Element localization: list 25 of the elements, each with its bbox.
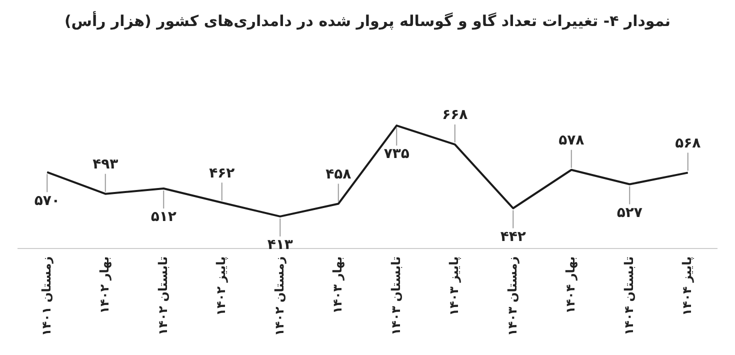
x-tick-label: پاییز ۱۴۰۴ [680, 256, 694, 316]
chart-title: نمودار ۴- تغییرات تعداد گاو و گوساله پروار شده در دامداری‌های کشور (هزار رأس) [63, 10, 672, 32]
x-tick-label: تابستان ۱۴۰۲ [156, 256, 170, 336]
data-label: ۵۱۲ [150, 209, 177, 226]
x-tick-label: زمستان ۱۴۰۳ [505, 256, 520, 336]
data-label: ۴۶۲ [209, 165, 236, 182]
data-label: ۵۷۰ [34, 192, 60, 209]
x-tick-label: بهار ۱۴۰۴ [564, 256, 578, 314]
data-label: ۷۳۵ [384, 146, 410, 162]
x-tick-label: پاییز ۱۴۰۲ [214, 256, 228, 316]
x-tick-label: زمستان ۱۴۰۲ [272, 256, 286, 336]
x-tick-label: بهار ۱۴۰۳ [330, 256, 344, 314]
x-tick-label: زمستان ۱۴۰۱ [39, 256, 54, 336]
data-label: ۵۲۷ [616, 204, 643, 221]
x-tick-label: تابستان ۱۴۰۴ [622, 256, 636, 336]
data-label: ۴۹۳ [92, 156, 119, 173]
data-label: ۴۱۳ [267, 237, 294, 254]
data-label: ۵۶۸ [675, 135, 702, 152]
data-label: ۴۵۸ [326, 166, 352, 182]
data-label: ۵۷۸ [558, 132, 585, 149]
data-label: ۶۶۸ [442, 107, 468, 124]
x-tick-label: تابستان ۱۴۰۳ [388, 256, 403, 336]
x-tick-label: بهار ۱۴۰۲ [98, 256, 112, 314]
x-tick-label: پاییز ۱۴۰۳ [447, 256, 461, 316]
data-label: ۴۴۲ [500, 228, 526, 245]
